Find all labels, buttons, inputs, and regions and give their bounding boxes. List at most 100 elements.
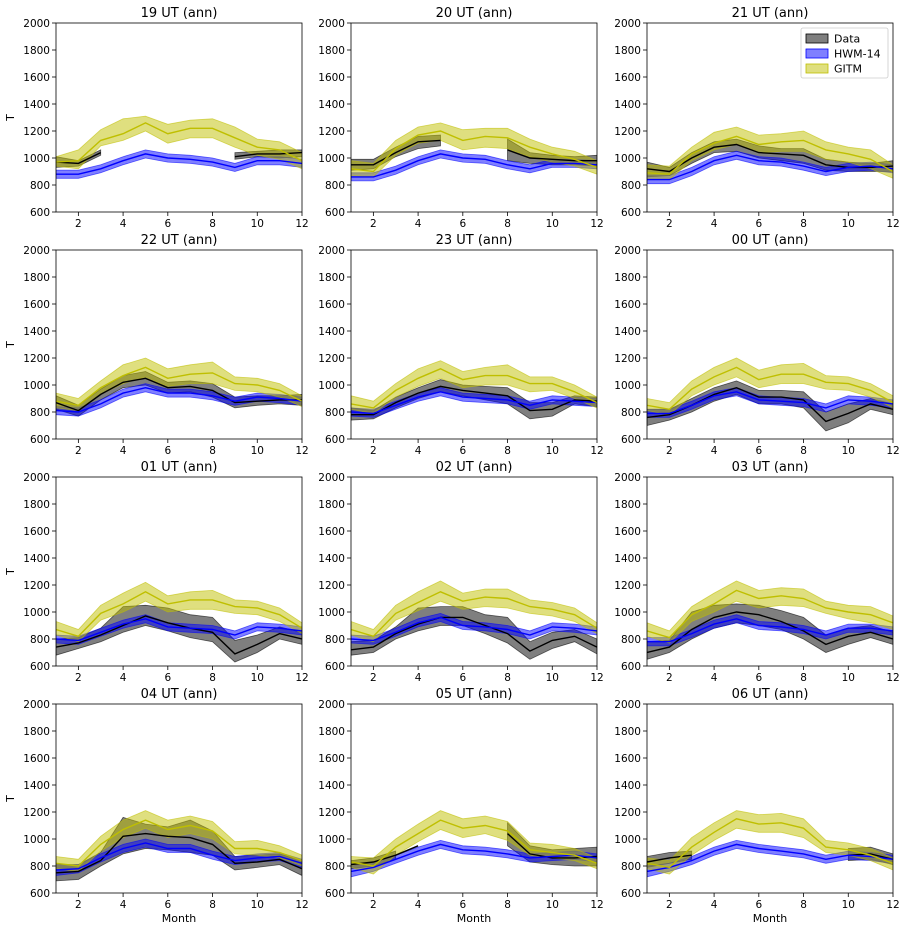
y-tick-label: 1000	[23, 834, 50, 846]
axes-frame	[350, 476, 598, 667]
y-tick-label: 1000	[614, 153, 641, 165]
x-tick-label: 2	[666, 218, 673, 230]
x-tick-label: 8	[209, 218, 216, 230]
line-hwm-14	[647, 391, 893, 415]
y-tick-label: 1600	[23, 72, 50, 84]
plot-data	[351, 122, 597, 182]
plot-data	[647, 580, 893, 660]
y-tick-label: 1800	[23, 726, 50, 738]
line-gitm	[647, 818, 893, 869]
x-axis-label: Month	[457, 912, 492, 925]
x-tick-label: 4	[120, 672, 127, 684]
y-tick-label: 1400	[614, 326, 641, 338]
x-tick-label: 10	[842, 672, 855, 684]
y-tick-label: 600	[30, 888, 50, 900]
subplot-11: 600 800 1000 1200 1400 1600 1800 2000 2 4 6 8 10 12 06…	[614, 687, 899, 925]
axes-frame	[646, 249, 894, 440]
y-tick-label: 1200	[318, 126, 345, 138]
axes-frame	[55, 703, 303, 894]
subplot-3: 600 800 1000 1200 1400 1600 1800 2000 2 4 6 8 10 12 22…	[4, 233, 309, 457]
line-gitm	[351, 591, 597, 638]
band-hwm-14	[56, 838, 302, 876]
band-gitm	[351, 122, 597, 178]
band-data	[56, 604, 302, 663]
band-gitm	[351, 810, 597, 875]
band-gitm	[56, 810, 302, 872]
x-tick-label: 8	[504, 899, 511, 911]
x-axis-label: Month	[162, 912, 197, 925]
plot-data	[56, 581, 302, 663]
y-tick-label: 2000	[614, 699, 641, 711]
x-tick-label: 6	[164, 218, 171, 230]
y-tick-label: 1400	[23, 553, 50, 565]
x-tick-label: 10	[546, 218, 559, 230]
band-hwm-14	[647, 839, 893, 878]
line-gitm	[351, 368, 597, 409]
y-tick-label: 1400	[318, 780, 345, 792]
y-tick-label: 1000	[23, 380, 50, 392]
x-tick-label: 4	[711, 672, 718, 684]
y-tick-label: 1800	[318, 499, 345, 511]
y-tick-label: 1600	[614, 526, 641, 538]
line-data	[647, 611, 893, 654]
legend-label: Data	[834, 33, 860, 46]
y-tick-label: 1600	[614, 72, 641, 84]
band-data	[351, 606, 597, 660]
band-hwm-14	[647, 614, 893, 647]
y-tick-label: 800	[325, 861, 345, 873]
x-tick-label: 4	[120, 218, 127, 230]
plot-data	[647, 357, 893, 432]
y-axis-label: T	[4, 114, 17, 122]
y-tick-label: 1200	[23, 580, 50, 592]
y-tick-label: 1200	[614, 353, 641, 365]
subplot-title: 02 UT (ann)	[436, 460, 513, 475]
band-hwm-14	[647, 150, 893, 185]
y-tick-label: 1600	[614, 753, 641, 765]
line-data	[351, 616, 597, 652]
subplot-title: 01 UT (ann)	[141, 460, 218, 475]
x-tick-label: 2	[370, 218, 377, 230]
x-tick-label: 10	[251, 218, 264, 230]
y-tick-label: 1600	[318, 526, 345, 538]
legend-label: HWM-14	[834, 48, 881, 61]
x-tick-label: 6	[755, 672, 762, 684]
legend-swatch-hwm-14	[805, 48, 829, 59]
band-hwm-14	[56, 614, 302, 645]
y-tick-label: 1000	[23, 607, 50, 619]
subplot-0: 600 800 1000 1200 1400 1600 1800 2000 2 4 6 8 10 12 19…	[4, 6, 309, 230]
band-gitm	[647, 126, 893, 180]
x-tick-label: 4	[711, 445, 718, 457]
y-tick-label: 800	[621, 407, 641, 419]
y-tick-label: 1400	[23, 780, 50, 792]
subplot-title: 00 UT (ann)	[732, 233, 809, 248]
x-tick-label: 10	[546, 899, 559, 911]
line-gitm	[647, 135, 893, 175]
subplot-title: 19 UT (ann)	[141, 6, 218, 21]
x-tick-label: 2	[666, 899, 673, 911]
line-hwm-14	[647, 618, 893, 643]
y-tick-label: 2000	[614, 245, 641, 257]
subplot-title: 23 UT (ann)	[436, 233, 513, 248]
x-tick-label: 6	[755, 899, 762, 911]
axes-frame	[350, 22, 598, 213]
x-tick-label: 12	[295, 218, 308, 230]
x-tick-label: 10	[842, 218, 855, 230]
y-tick-label: 1000	[318, 380, 345, 392]
y-tick-label: 1400	[614, 99, 641, 111]
y-tick-label: 600	[30, 434, 50, 446]
x-tick-label: 2	[75, 899, 82, 911]
band-gitm	[351, 360, 597, 414]
x-tick-label: 4	[415, 899, 422, 911]
subplot-title: 06 UT (ann)	[732, 687, 809, 702]
subplot-title: 21 UT (ann)	[732, 6, 809, 21]
x-tick-label: 8	[504, 672, 511, 684]
x-tick-label: 10	[251, 899, 264, 911]
subplot-2: 600 800 1000 1200 1400 1600 1800 2000 2 4 6 8 10 12 21…	[614, 6, 899, 230]
y-tick-label: 1400	[614, 553, 641, 565]
y-tick-label: 800	[30, 180, 50, 192]
y-tick-label: 2000	[23, 245, 50, 257]
y-tick-label: 800	[621, 180, 641, 192]
line-data	[56, 377, 302, 412]
y-tick-label: 1600	[23, 526, 50, 538]
subplot-title: 03 UT (ann)	[732, 460, 809, 475]
